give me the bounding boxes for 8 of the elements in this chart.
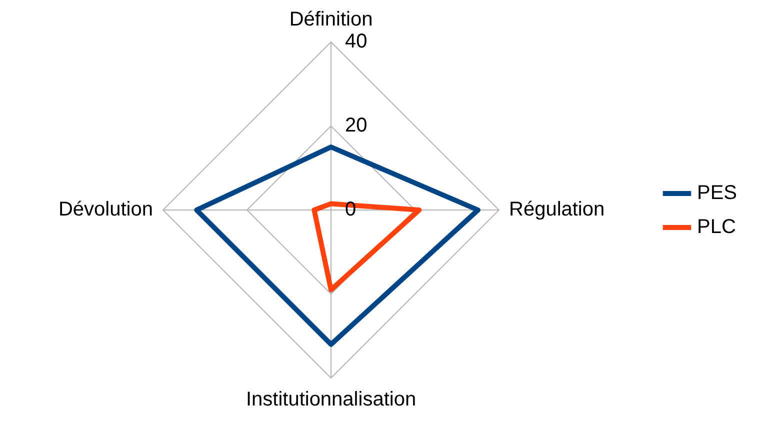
- spoke-label: Régulation: [509, 198, 605, 221]
- legend-label: PLC: [696, 216, 736, 238]
- y-tick-label: 40: [345, 30, 368, 53]
- spoke-label: Dévolution: [58, 198, 153, 221]
- legend-label: PES: [696, 182, 738, 204]
- spoke-label: Institutionnalisation: [246, 388, 416, 411]
- y-tick-label: 20: [345, 114, 368, 137]
- spoke-label: Définition: [289, 8, 373, 31]
